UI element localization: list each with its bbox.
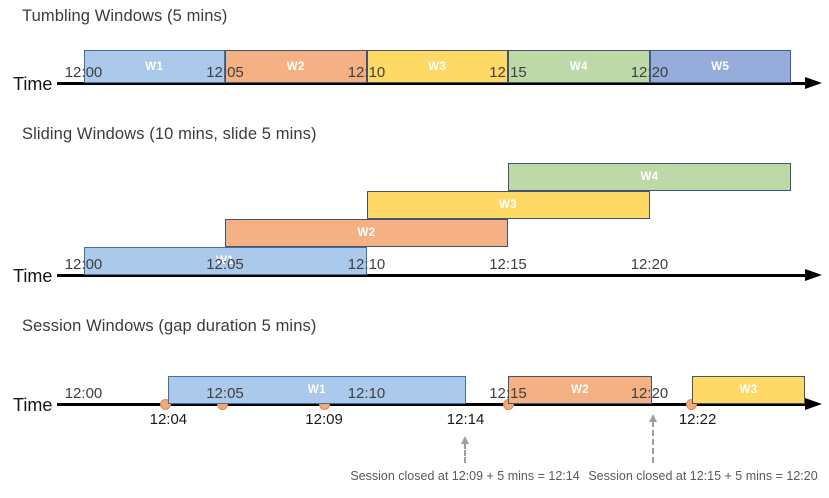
- tick-label: 12:10: [347, 256, 386, 273]
- window-label: W1: [145, 60, 164, 73]
- tick-label: 12:10: [347, 385, 386, 402]
- window-label: W3: [739, 384, 758, 396]
- window-label: W4: [569, 60, 588, 73]
- dashed-arrow-head-icon: [648, 414, 657, 422]
- tick-label: 12:20: [630, 385, 669, 402]
- window-label: W4: [640, 171, 659, 183]
- event-time-label: 12:22: [678, 411, 717, 428]
- tick-label: 12:20: [630, 256, 669, 273]
- window-bar-w2: W2: [508, 376, 653, 404]
- timeline-axis: [57, 81, 809, 85]
- tick-label: 12:05: [206, 64, 244, 81]
- tick-label: 12:15: [489, 64, 527, 81]
- window-label: W2: [571, 384, 590, 396]
- window-bar-w3: W3: [366, 191, 650, 219]
- timeline-axis: [57, 402, 809, 406]
- window-bar-w1: W1: [83, 247, 367, 275]
- window-bar-w2: W2: [225, 50, 367, 83]
- session-closed-note: Session closed at 12:15 + 5 mins = 12:20: [588, 469, 818, 483]
- event-time-label: 12:14: [446, 411, 485, 428]
- tick-label: 12:00: [64, 385, 103, 402]
- window-label: W1: [307, 384, 326, 396]
- event-dot: [160, 399, 172, 410]
- event-time-label: 12:09: [305, 411, 343, 428]
- window-bar-w3: W3: [366, 50, 508, 83]
- session-closed-note: Session closed at 12:09 + 5 mins = 12:14: [350, 469, 580, 483]
- window-label: W2: [357, 227, 376, 239]
- tick-label: 12:05: [206, 256, 244, 273]
- dashed-arrow-line: [652, 421, 654, 463]
- window-bar-w5: W5: [649, 50, 791, 83]
- section-title: Session Windows (gap duration 5 mins): [22, 317, 317, 335]
- dashed-arrow-line: [464, 443, 466, 463]
- section-title: Sliding Windows (10 mins, slide 5 mins): [22, 125, 317, 143]
- event-time-label: 12:04: [149, 411, 188, 428]
- window-label: W3: [428, 60, 447, 73]
- timeline-arrowhead-icon: [805, 76, 822, 89]
- tick-label: 12:15: [489, 385, 527, 402]
- window-bar-w2: W2: [225, 219, 508, 247]
- window-bar-w1: W1: [168, 376, 466, 404]
- window-bar-w1: W1: [83, 50, 225, 83]
- tick-label: 12:00: [64, 64, 103, 81]
- window-bar-w3: W3: [691, 376, 806, 404]
- window-label: W5: [711, 60, 730, 73]
- window-label: W3: [498, 199, 518, 211]
- section-title: Tumbling Windows (5 mins): [22, 7, 228, 25]
- window-bar-w4: W4: [508, 50, 650, 83]
- time-axis-label: Time: [13, 266, 53, 286]
- tick-label: 12:10: [347, 64, 386, 81]
- window-label: W1: [215, 255, 235, 267]
- dashed-arrow-head-icon: [460, 436, 469, 444]
- window-label: W2: [286, 60, 305, 73]
- time-axis-label: Time: [13, 395, 53, 415]
- timeline-arrowhead-icon: [805, 397, 822, 410]
- window-bar-w4: W4: [508, 163, 791, 191]
- time-axis-label: Time: [13, 74, 53, 94]
- timeline-arrowhead-icon: [805, 268, 822, 281]
- timeline-axis: [57, 273, 809, 277]
- tick-label: 12:20: [630, 64, 669, 81]
- tick-label: 12:05: [206, 385, 244, 402]
- tick-label: 12:00: [64, 256, 103, 273]
- tick-label: 12:15: [489, 256, 527, 273]
